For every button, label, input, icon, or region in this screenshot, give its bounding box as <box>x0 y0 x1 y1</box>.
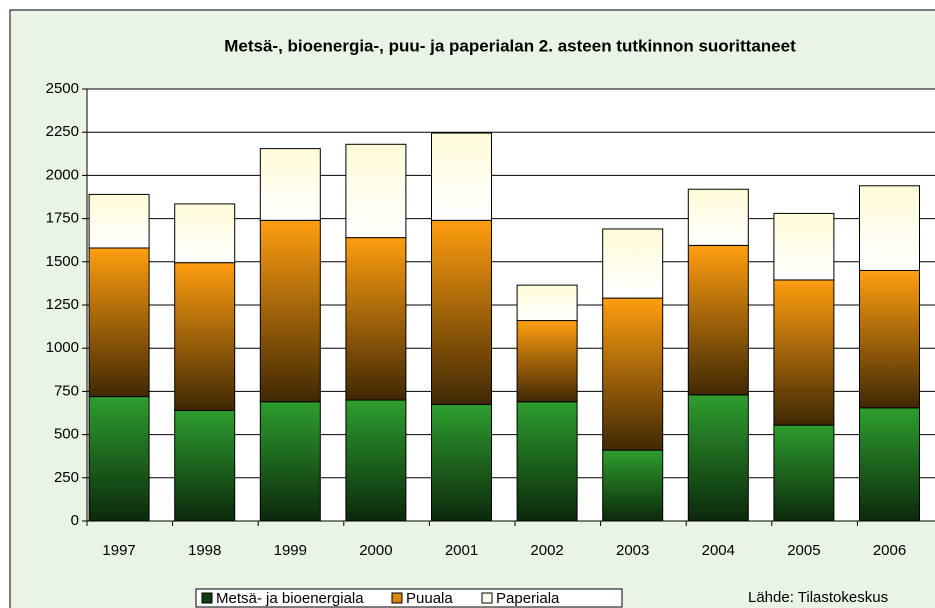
legend-label: Paperiala <box>496 590 560 607</box>
bar-segment <box>687 244 749 396</box>
bar-segment <box>687 188 749 246</box>
bar-segment <box>88 247 150 398</box>
y-tick-label: 1750 <box>46 210 79 227</box>
bar-segment <box>345 237 407 401</box>
x-tick-label: 1998 <box>188 542 221 559</box>
bar-segment <box>431 403 492 522</box>
x-tick-label: 2000 <box>359 542 392 559</box>
y-tick-label: 1250 <box>46 296 79 313</box>
bar-segment <box>602 449 664 522</box>
legend-swatch <box>391 592 403 604</box>
source-note: Lähde: Tilastokeskus <box>748 589 888 606</box>
bar-segment <box>773 212 835 281</box>
legend <box>195 588 623 608</box>
bar-segment <box>773 424 835 522</box>
bar-segment <box>259 148 321 221</box>
legend-label: Metsä- ja bioenergiala <box>216 590 364 607</box>
x-tick-label: 2004 <box>702 542 735 559</box>
bar-segment <box>174 262 236 411</box>
y-tick-label: 0 <box>71 512 79 529</box>
bar-segment <box>859 269 920 409</box>
x-tick-label: 1997 <box>102 542 135 559</box>
bar-segment <box>88 193 150 249</box>
y-tick-label: 2500 <box>46 80 79 97</box>
x-tick-label: 2006 <box>873 542 906 559</box>
bar-segment <box>773 279 835 426</box>
y-tick-label: 1000 <box>46 339 79 356</box>
legend-swatch <box>201 592 213 604</box>
x-tick-label: 2002 <box>530 542 563 559</box>
bar-segment <box>859 407 920 522</box>
bar-segment <box>88 396 150 522</box>
bar-segment <box>345 399 407 522</box>
bar-segment <box>174 203 236 264</box>
bar-segment <box>431 132 492 221</box>
bar-segment <box>259 401 321 522</box>
bar-segment <box>859 185 920 271</box>
bar-segment <box>516 284 578 322</box>
y-tick-label: 1500 <box>46 253 79 270</box>
y-tick-label: 2250 <box>46 123 79 140</box>
bar-segment <box>259 219 321 403</box>
y-tick-label: 2000 <box>46 166 79 183</box>
y-tick-label: 750 <box>54 382 79 399</box>
y-tick-label: 500 <box>54 426 79 443</box>
x-tick-label: 1999 <box>274 542 307 559</box>
legend-swatch <box>481 592 493 604</box>
bar-segment <box>602 297 664 451</box>
bar-segment <box>345 143 407 239</box>
bar-segment <box>516 401 578 522</box>
chart-title: Metsä-, bioenergia-, puu- ja paperialan … <box>224 36 796 55</box>
bar-segment <box>174 409 236 522</box>
x-tick-label: 2005 <box>787 542 820 559</box>
legend-label: Puuala <box>406 590 453 607</box>
bar-segment <box>602 228 664 299</box>
bar-segment <box>431 219 492 405</box>
x-tick-label: 2003 <box>616 542 649 559</box>
y-tick-label: 250 <box>54 469 79 486</box>
x-tick-label: 2001 <box>445 542 478 559</box>
bar-segment <box>687 394 749 522</box>
bar-segment <box>516 320 578 403</box>
